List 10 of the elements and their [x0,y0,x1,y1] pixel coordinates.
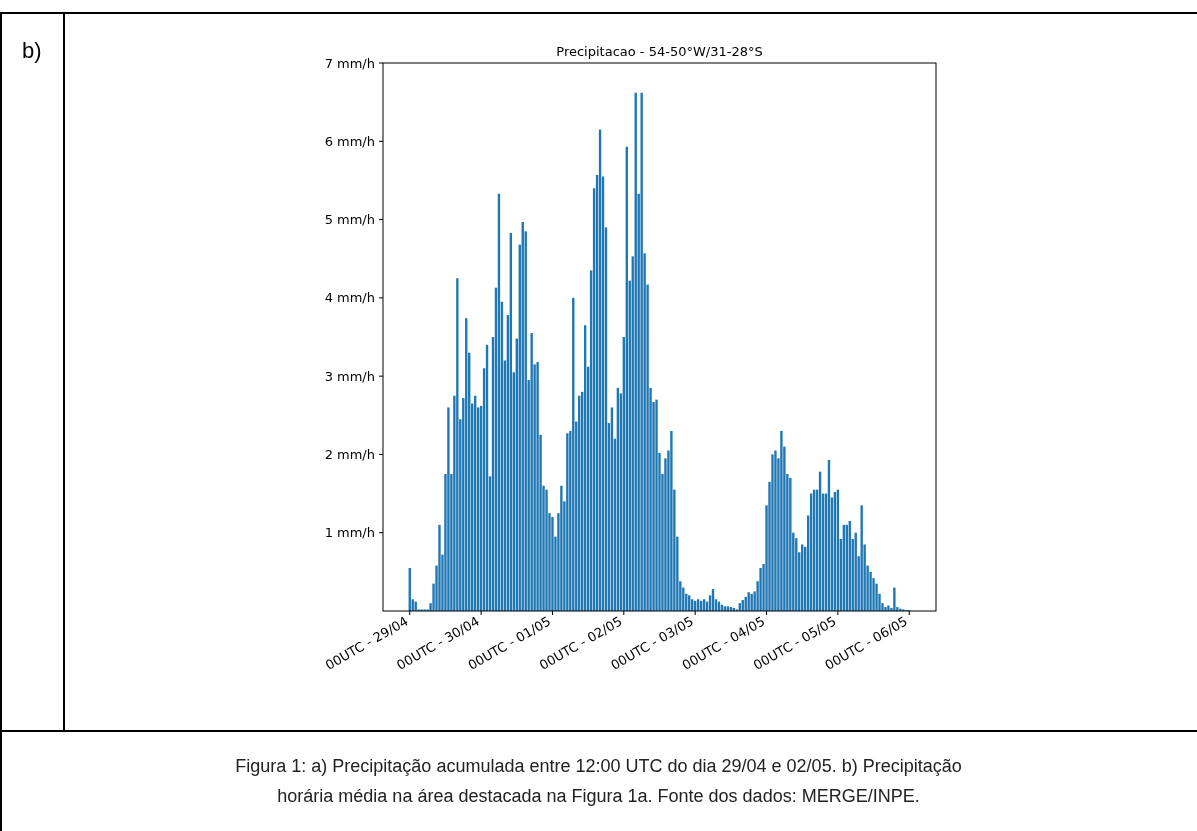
y-tick-label: 7 mm/h [324,55,375,71]
text: Figura 1: a) Precipitação acumulada entre 12:00 UTC do dia 29/04 e 02/05. b) Precipitação horária média na área destacada na Figura 1a. Fonte dos dados: MERGE/INPE. [235,756,962,806]
chart-title: Precipitacao - 54-50°W/31-28°S [556,44,763,59]
y-tick-label: 3 mm/h [324,368,375,384]
y-tick-label: 5 mm/h [324,212,375,228]
text: b) [22,38,42,63]
y-tick-label: 2 mm/h [324,446,375,462]
y-tick-label: 1 mm/h [324,525,375,541]
y-tick-label: 4 mm/h [324,290,375,306]
y-tick-label: 6 mm/h [324,133,375,149]
